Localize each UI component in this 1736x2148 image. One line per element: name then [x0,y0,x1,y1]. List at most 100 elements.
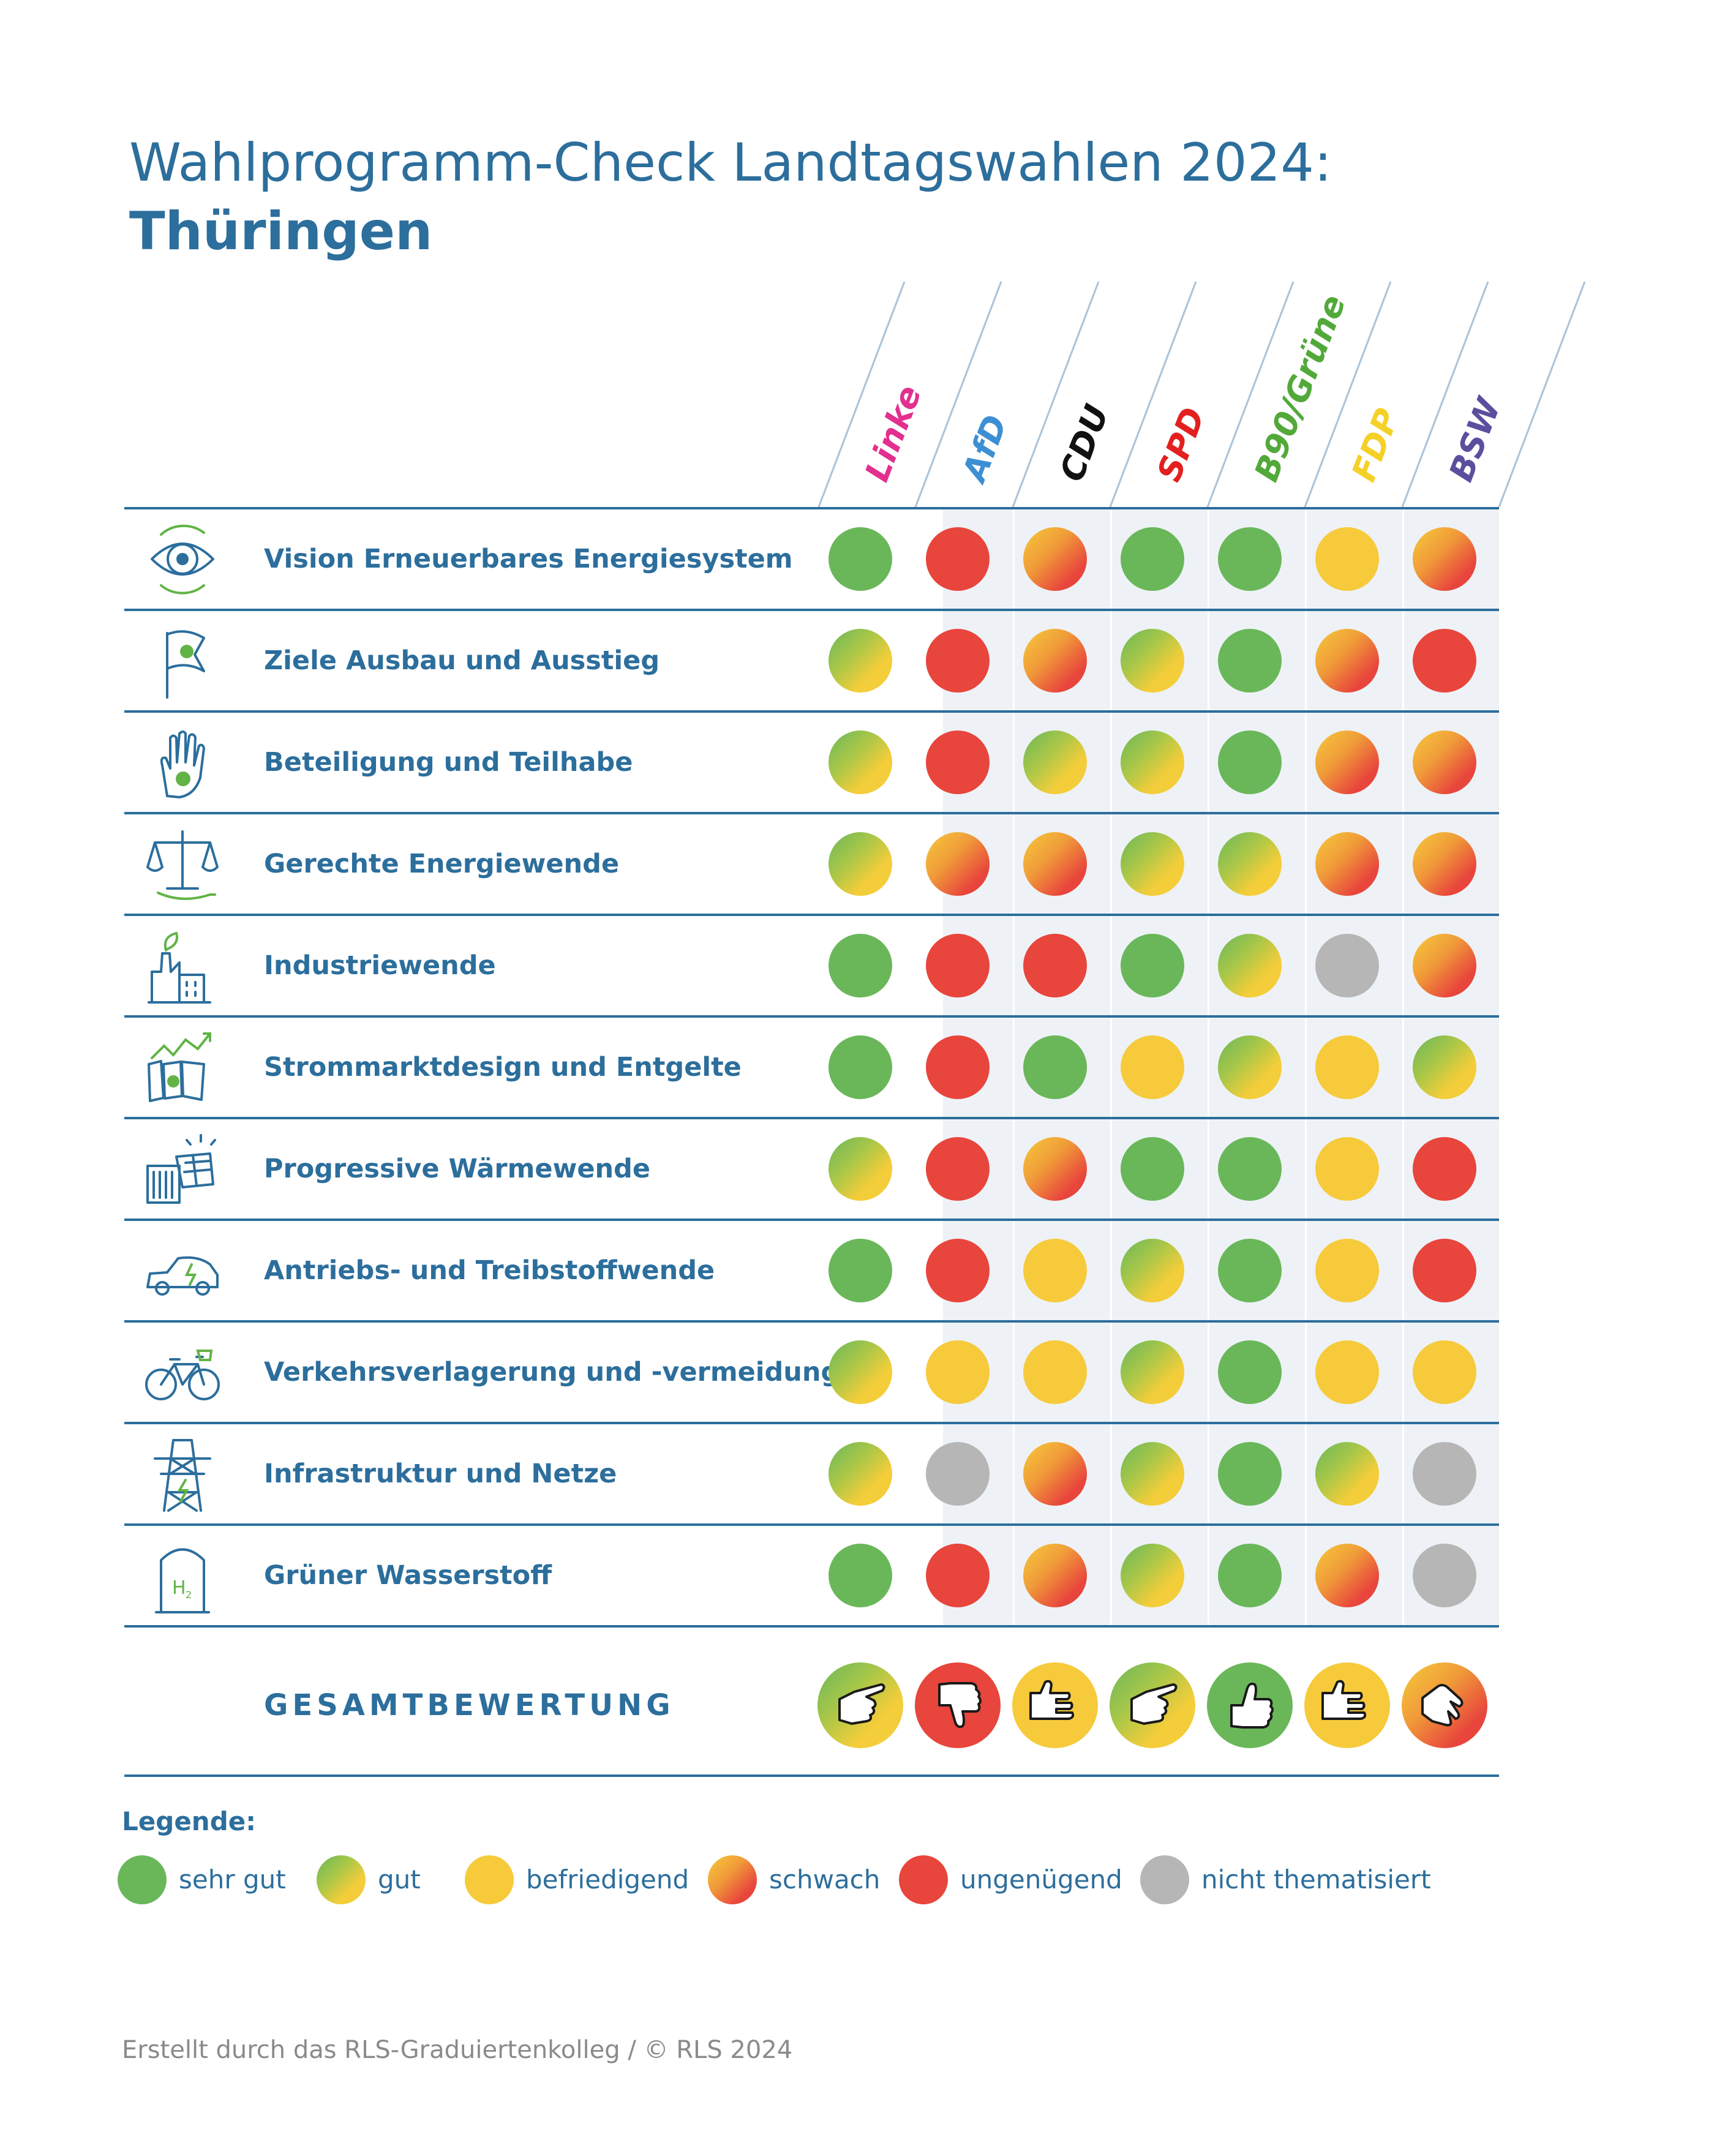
scales-icon [146,830,219,900]
column-separator [915,508,917,610]
column-separator [1208,1016,1209,1118]
topic-label: Vision Erneuerbares Energiesystem [264,544,793,574]
header-divider [1401,281,1489,508]
column-separator [1305,508,1307,610]
rating-dot-bsw [1413,832,1476,896]
rating-dot-afd [926,1137,990,1201]
column-separator [1305,712,1307,813]
rating-dot-spd [1121,1035,1184,1099]
tilted-hand-icon [1421,1684,1464,1727]
legend-swatch-befriedigend [465,1855,514,1904]
electric-car-icon [146,1256,219,1296]
row-divider [124,1015,1499,1018]
header-divider [1304,281,1392,508]
row-divider [124,812,1499,814]
rating-dot-fdp [1315,629,1379,693]
column-separator [1013,508,1015,610]
rating-dot-afd [926,832,990,896]
overall-rating-bsw [1402,1662,1487,1748]
column-separator [1110,1525,1112,1626]
rating-dot-spd [1121,629,1184,693]
rating-dot-spd [1121,730,1184,794]
column-separator [1208,915,1209,1016]
column-separator [1402,712,1404,813]
column-separator [1402,1220,1404,1321]
header-divider [1498,281,1586,508]
header-divider [1109,281,1197,508]
rating-dot-linke [829,629,892,693]
overall-rating-linke [817,1662,903,1748]
topic-label: Verkehrsverlagerung und -vermeidung [264,1357,840,1388]
rating-dot-linke [829,1035,892,1099]
overall-rating-cdu [1012,1662,1098,1748]
rating-dot-spd [1121,832,1184,896]
rating-dot-cdu [1023,1239,1087,1302]
title-line-2: Thüringen [129,201,433,262]
legend-label: gut [378,1864,421,1895]
rating-dot-bsw [1413,730,1476,794]
column-separator [1013,1220,1015,1321]
legend-swatch-schwach [708,1855,757,1904]
overall-row: GESAMTBEWERTUNG [124,1635,1499,1777]
rating-dot-cdu [1023,1035,1087,1099]
column-separator [915,1220,917,1321]
column-separator [1013,1321,1015,1423]
rating-dot-afd [926,1239,990,1302]
rating-dot-bsw [1413,1544,1476,1607]
rating-dot-afd [926,1544,990,1607]
rating-dot-spd [1121,1239,1184,1302]
rating-dot-linke [829,730,892,794]
footer-credit: Erstellt durch das RLS-Graduiertenkolleg… [122,2036,793,2064]
power-pylon-icon [154,1439,211,1512]
column-separator [1110,915,1112,1016]
overall-rating-afd [915,1662,1001,1748]
column-separator [1402,1525,1404,1626]
rating-dot-linke [829,1544,892,1607]
column-separator [1013,813,1015,915]
row-divider [124,914,1499,916]
rating-dot-cdu [1023,1340,1087,1404]
column-separator [1013,915,1015,1016]
legend-label: sehr gut [179,1864,286,1895]
column-separator [915,813,917,915]
column-separator [915,1423,917,1525]
topic-label: Ziele Ausbau und Ausstieg [264,645,660,676]
topic-row: H 2 Grüner Wasserstoff [124,1523,1499,1626]
rating-dot-afd [926,1035,990,1099]
rating-dot-linke [829,1239,892,1302]
row-divider [124,609,1499,611]
rating-dot-linke [829,934,892,997]
column-separator [915,1321,917,1423]
topic-row: Antriebs- und Treibstoffwende [124,1219,1499,1321]
rating-dot-afd [926,629,990,693]
column-separator [1402,1423,1404,1525]
rating-dot-linke [829,1442,892,1506]
rating-dot-afd [926,527,990,591]
column-separator [1208,813,1209,915]
overall-rating-spd [1110,1662,1195,1748]
rating-dot-cdu [1023,832,1087,896]
pointing-hand-icon [1130,1683,1178,1725]
rating-dot-fdp [1315,934,1379,997]
rating-dot-cdu [1023,1544,1087,1607]
column-separator [1013,1525,1015,1626]
column-separator [1013,1118,1015,1220]
market-chart-icon [148,1032,211,1102]
row-divider [124,507,1499,509]
rating-dot-b90-gruene [1218,832,1282,896]
svg-text:H: H [172,1577,186,1599]
header-divider [817,281,906,508]
row-divider [124,1523,1499,1526]
column-separator [1402,508,1404,610]
topic-row: Verkehrsverlagerung und -vermeidung [124,1320,1499,1423]
rating-dot-spd [1121,1442,1184,1506]
rating-dot-cdu [1023,527,1087,591]
row-divider [124,1774,1499,1777]
column-separator [1110,1220,1112,1321]
rating-dot-cdu [1023,629,1087,693]
rating-dot-bsw [1413,629,1476,693]
legend-swatch-sehr-gut [118,1855,167,1904]
rating-dot-bsw [1413,1035,1476,1099]
column-separator [1402,1321,1404,1423]
rating-dot-cdu [1023,1137,1087,1201]
